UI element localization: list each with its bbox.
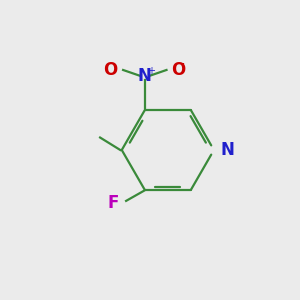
Text: −: − [174, 58, 185, 71]
Text: F: F [108, 194, 119, 212]
Text: N: N [220, 141, 234, 159]
Text: +: + [147, 66, 155, 76]
Text: O: O [103, 61, 117, 79]
Text: O: O [172, 61, 186, 79]
Text: N: N [138, 67, 152, 85]
